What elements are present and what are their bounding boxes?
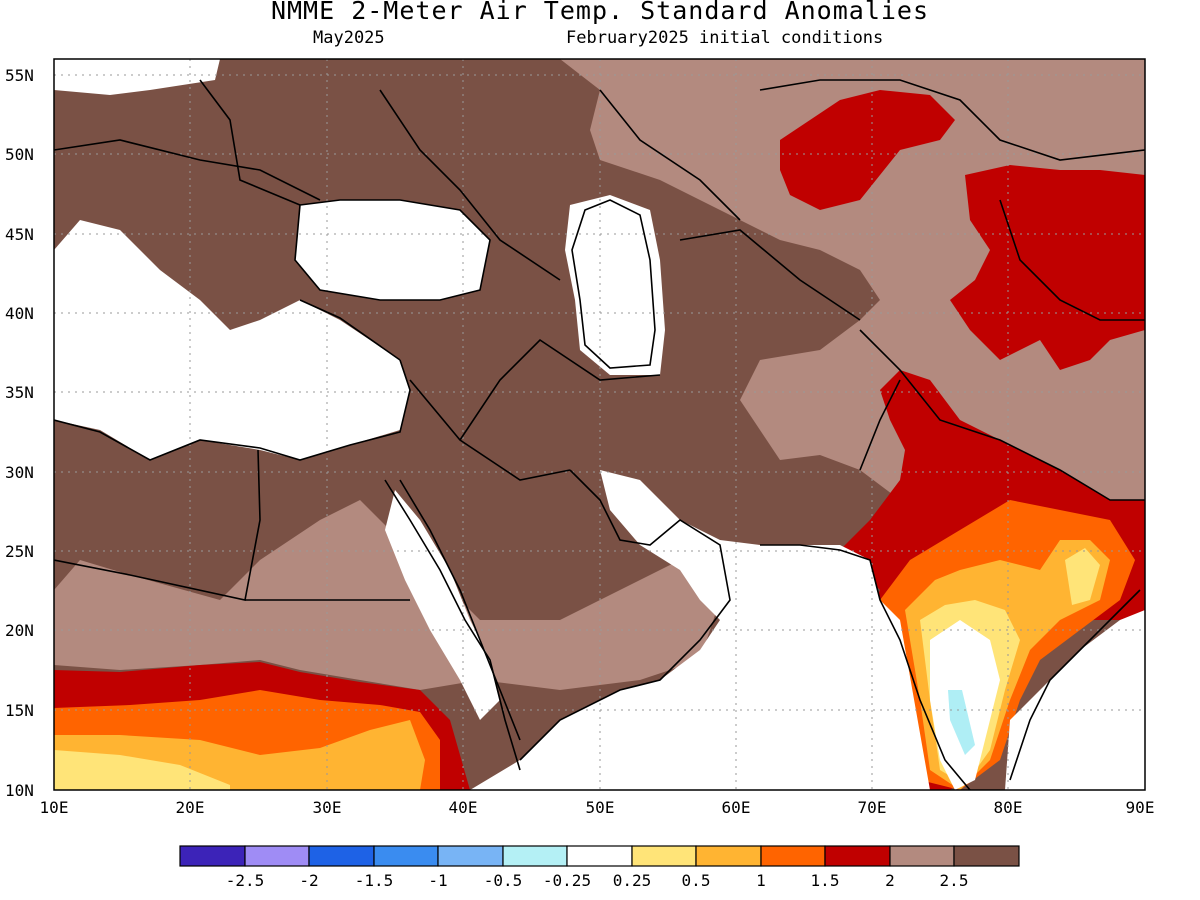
colorbar-label: -1 xyxy=(428,871,447,890)
colorbar-label: 0.25 xyxy=(613,871,652,890)
field-white-black-sea xyxy=(295,200,490,300)
colorbar-swatch xyxy=(566,845,633,867)
field-yellow-bengal xyxy=(1065,548,1100,605)
colorbar xyxy=(179,845,1020,867)
colorbar-swatch xyxy=(695,845,762,867)
colorbar-label: 0.5 xyxy=(682,871,711,890)
coastlines xyxy=(54,79,1145,790)
lat-tick: 20N xyxy=(5,621,34,640)
lon-tick: 90E xyxy=(1126,798,1155,817)
lat-tick-labels: 10N 15N 20N 25N 30N 35N 40N 45N 50N 55N xyxy=(5,66,34,800)
field-white-red-sea xyxy=(385,490,500,720)
colorbar-swatch xyxy=(502,845,568,867)
gridlines xyxy=(54,59,1145,790)
colorbar-label: 2 xyxy=(885,871,895,890)
colorbar-swatch xyxy=(760,845,826,867)
colorbar-label: -0.5 xyxy=(484,871,523,890)
lat-tick: 50N xyxy=(5,145,34,164)
lat-tick: 45N xyxy=(5,225,34,244)
colorbar-swatch xyxy=(437,845,504,867)
field-white-caspian xyxy=(565,195,665,375)
colorbar-label: 1.5 xyxy=(811,871,840,890)
target-month: May2025 xyxy=(313,28,385,48)
map-frame xyxy=(53,58,1146,791)
field-cyan-pocket xyxy=(948,690,975,755)
lat-tick: 55N xyxy=(5,66,34,85)
field-white-med xyxy=(54,220,410,460)
field-red-mongolia xyxy=(780,90,955,210)
colorbar-label: 2.5 xyxy=(940,871,969,890)
lon-tick: 60E xyxy=(722,798,751,817)
colorbar-label: -0.25 xyxy=(543,871,591,890)
colorbar-label: -1.5 xyxy=(355,871,394,890)
lat-tick: 30N xyxy=(5,463,34,482)
colorbar-swatch xyxy=(244,845,310,867)
colorbar-swatch xyxy=(889,845,955,867)
colorbar-swatch xyxy=(631,845,697,867)
colorbar-swatch xyxy=(179,845,246,867)
field-lightbrown-africa xyxy=(54,500,720,690)
colorbar-label: 1 xyxy=(756,871,766,890)
lon-tick: 50E xyxy=(586,798,615,817)
field-white-arabian-sea xyxy=(470,470,930,790)
colorbar-swatch xyxy=(953,845,1020,867)
colorbar-label: -2.5 xyxy=(226,871,265,890)
lat-tick: 40N xyxy=(5,304,34,323)
colorbar-swatch xyxy=(308,845,375,867)
lon-tick: 30E xyxy=(313,798,342,817)
lon-tick: 10E xyxy=(40,798,69,817)
map-title: NMME 2-Meter Air Temp. Standard Anomalie… xyxy=(270,0,930,25)
lat-tick: 35N xyxy=(5,383,34,402)
colorbar-label: -2 xyxy=(299,871,318,890)
lat-tick: 10N xyxy=(5,781,34,800)
lon-tick: 40E xyxy=(449,798,478,817)
colorbar-labels: -2.5 -2 -1.5 -1 -0.5 -0.25 0.25 0.5 1 1.… xyxy=(226,871,969,890)
initial-conditions: February2025 initial conditions xyxy=(566,28,884,48)
lon-tick: 20E xyxy=(176,798,205,817)
colorbar-swatch xyxy=(824,845,891,867)
lat-tick: 15N xyxy=(5,701,34,720)
field-white-north-europe xyxy=(54,59,220,95)
colorbar-swatch xyxy=(373,845,439,867)
field-white-bay-bengal xyxy=(1005,610,1145,790)
lat-tick: 25N xyxy=(5,542,34,561)
lon-tick-labels: 10E 20E 30E 40E 50E 60E 70E 80E 90E xyxy=(40,798,1155,817)
field-yellow-africa xyxy=(54,750,230,790)
lon-tick: 70E xyxy=(858,798,887,817)
anomaly-field xyxy=(54,59,1145,790)
lon-tick: 80E xyxy=(994,798,1023,817)
